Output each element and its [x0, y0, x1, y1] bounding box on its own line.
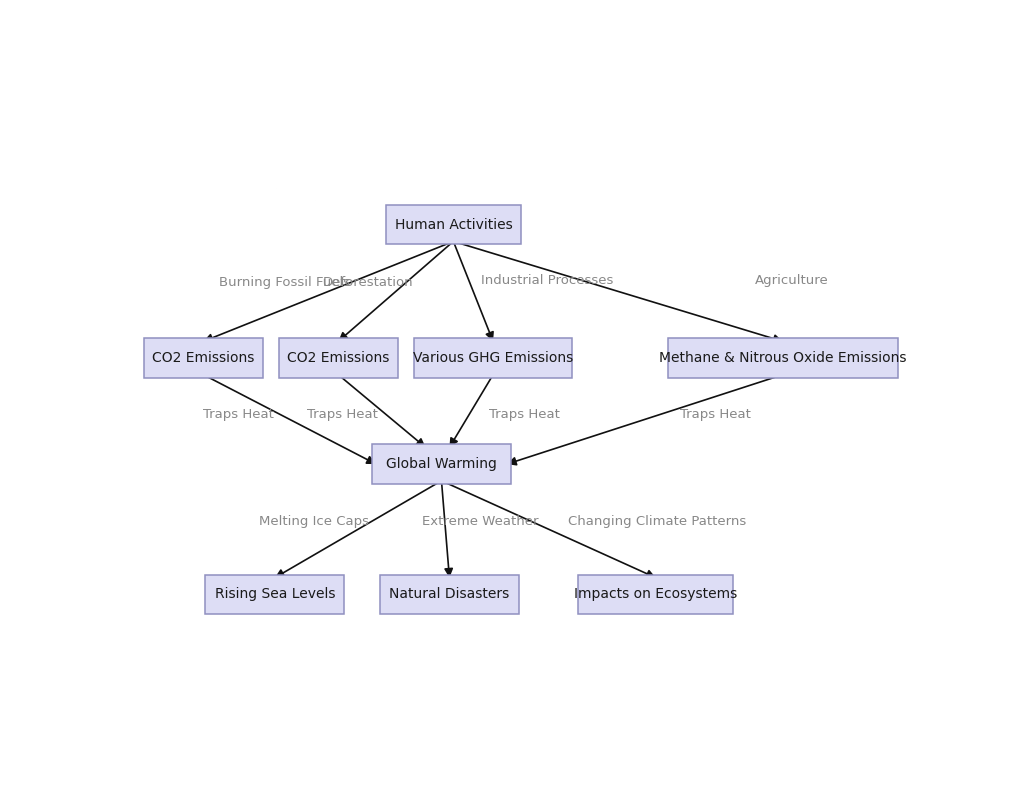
Text: Human Activities: Human Activities [394, 218, 512, 231]
FancyBboxPatch shape [380, 575, 519, 614]
Text: Traps Heat: Traps Heat [489, 408, 560, 421]
Text: Methane & Nitrous Oxide Emissions: Methane & Nitrous Oxide Emissions [659, 351, 906, 365]
Text: Natural Disasters: Natural Disasters [389, 587, 510, 601]
Text: Traps Heat: Traps Heat [204, 408, 274, 421]
Text: Burning Fossil Fuels: Burning Fossil Fuels [219, 275, 350, 289]
FancyBboxPatch shape [668, 338, 898, 378]
Text: Changing Climate Patterns: Changing Climate Patterns [568, 515, 746, 528]
Text: Deforestation: Deforestation [323, 275, 413, 289]
Text: CO2 Emissions: CO2 Emissions [287, 351, 389, 365]
FancyBboxPatch shape [386, 205, 521, 245]
FancyBboxPatch shape [206, 575, 344, 614]
Text: Melting Ice Caps: Melting Ice Caps [259, 515, 369, 528]
FancyBboxPatch shape [414, 338, 572, 378]
Text: Industrial Processes: Industrial Processes [481, 274, 613, 287]
Text: CO2 Emissions: CO2 Emissions [153, 351, 255, 365]
FancyBboxPatch shape [579, 575, 733, 614]
Text: Rising Sea Levels: Rising Sea Levels [215, 587, 335, 601]
Text: Traps Heat: Traps Heat [680, 408, 751, 421]
Text: Various GHG Emissions: Various GHG Emissions [413, 351, 573, 365]
Text: Global Warming: Global Warming [386, 457, 497, 471]
Text: Traps Heat: Traps Heat [306, 408, 378, 421]
Text: Agriculture: Agriculture [755, 274, 828, 287]
FancyBboxPatch shape [372, 445, 511, 484]
Text: Extreme Weather: Extreme Weather [422, 515, 539, 528]
Text: Impacts on Ecosystems: Impacts on Ecosystems [574, 587, 737, 601]
FancyBboxPatch shape [279, 338, 397, 378]
FancyBboxPatch shape [143, 338, 263, 378]
